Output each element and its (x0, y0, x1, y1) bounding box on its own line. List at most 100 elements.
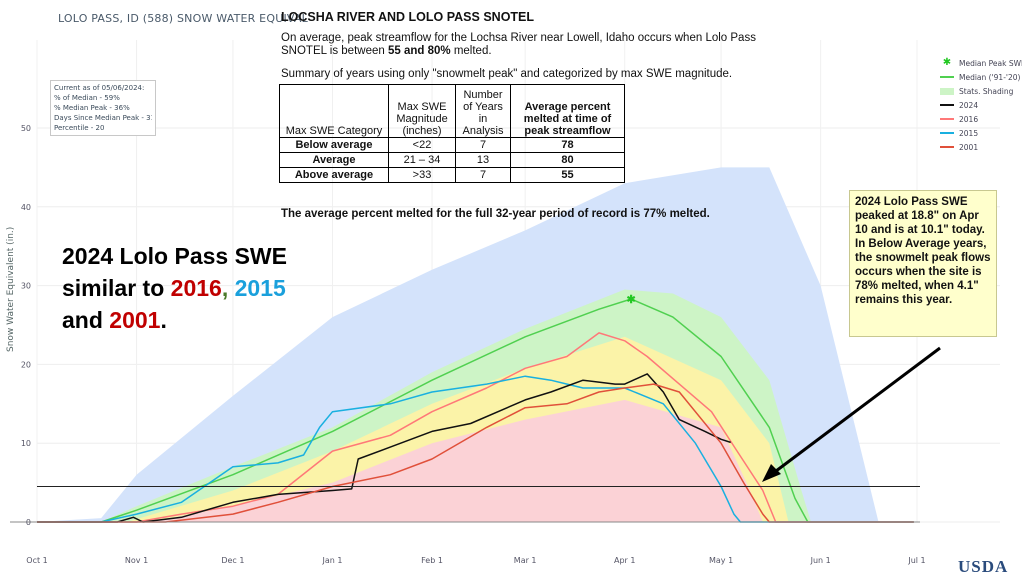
table-row: Average 21 – 34 13 80 (279, 152, 625, 168)
info-description: On average, peak streamflow for the Loch… (281, 32, 801, 58)
legend-item[interactable]: 2001 (940, 140, 1022, 154)
table-cell-percent: 55 (510, 167, 625, 183)
status-date: Current as of 05/06/2024: (54, 84, 145, 92)
legend-item[interactable]: 2016 (940, 112, 1022, 126)
chart-legend[interactable]: ✱ Median Peak SWE Median ('91-'20) Stats. S… (940, 56, 1022, 154)
table-row: Above average >33 7 55 (279, 167, 625, 183)
stat-bands (37, 167, 914, 522)
info-title: LOCSHA RIVER AND LOLO PASS SNOTEL (281, 10, 535, 24)
legend-swatch (940, 104, 954, 106)
desc-text: On average, peak streamflow for the Loch… (281, 32, 756, 57)
legend-swatch (940, 146, 954, 148)
chart-markers: ✱ (627, 294, 941, 482)
legend-item[interactable]: Median ('91-'20) (940, 70, 1022, 84)
legend-label: Stats. Shading (959, 86, 1014, 96)
headline-line-1: 2024 Lolo Pass SWE (62, 243, 287, 269)
legend-item[interactable]: Stats. Shading (940, 84, 1022, 98)
y-tick-label: 50 (21, 124, 31, 133)
table-cell-percent: 78 (510, 137, 625, 153)
x-tick-label: Mar 1 (514, 556, 537, 565)
current-status-box: Current as of 05/06/2024: % of Median - … (50, 80, 156, 136)
series-line-2015 (37, 375, 914, 523)
headline-period: . (160, 307, 167, 333)
status-percent-median-peak: % Median Peak - 36% (54, 104, 130, 112)
reference-line (10, 486, 920, 523)
legend-label: 2015 (959, 128, 979, 138)
chart-title: LOLO PASS, ID (588) SNOW WATER EQUIVAL (58, 12, 308, 25)
table-header-percent: Average percent melted at time of peak s… (510, 84, 625, 138)
x-tick-label: Oct 1 (26, 556, 47, 565)
legend-label: 2024 (959, 100, 979, 110)
x-tick-label: Jul 1 (907, 556, 925, 565)
x-tick-label: Nov 1 (125, 556, 148, 565)
x-tick-label: Apr 1 (614, 556, 635, 565)
table-header-years: Number of Years in Analysis (455, 84, 511, 138)
x-axis-ticks: Oct 1 Nov 1 Dec 1 Jan 1 Feb 1 Mar 1 Apr 1 May 1… (26, 556, 925, 565)
legend-label: 2001 (959, 142, 979, 152)
table-cell-category: Average (279, 152, 389, 168)
info-footer: The average percent melted for the full … (281, 208, 710, 220)
y-tick-label: 10 (21, 439, 31, 448)
y-tick-label: 20 (21, 360, 31, 369)
table-cell-magnitude: <22 (388, 137, 456, 153)
table-cell-magnitude: 21 – 34 (388, 152, 456, 168)
comparison-headline: 2024 Lolo Pass SWE similar to 2016, 2015… (62, 240, 287, 336)
legend-item[interactable]: 2015 (940, 126, 1022, 140)
series-line-2001 (37, 383, 914, 523)
swe-category-table: Max SWE Category Max SWE Magnitude (inch… (279, 84, 625, 183)
status-days-since-peak: Days Since Median Peak - 31 (54, 114, 152, 122)
headline-year-2001: 2001 (109, 307, 161, 333)
headline-comma: , (221, 275, 229, 301)
table-cell-years: 7 (455, 137, 511, 153)
headline-similar: similar to (62, 275, 171, 301)
table-row: Below average <22 7 78 (279, 137, 625, 153)
x-tick-label: Dec 1 (221, 556, 244, 565)
legend-star-icon: ✱ (942, 57, 952, 68)
legend-swatch (940, 76, 954, 78)
status-percent-median: % of Median - 59% (54, 94, 120, 102)
y-tick-label: 40 (21, 203, 31, 212)
callout-note: 2024 Lolo Pass SWE peaked at 18.8" on Ap… (849, 190, 997, 337)
info-summary: Summary of years using only "snowmelt pe… (281, 68, 733, 80)
series-lines (37, 298, 914, 523)
legend-label: Median ('91-'20) (959, 72, 1021, 82)
table-cell-years: 13 (455, 152, 511, 168)
legend-item[interactable]: 2024 (940, 98, 1022, 112)
series-line-median-91-20- (37, 298, 914, 523)
median-peak-marker: ✱ (627, 294, 636, 306)
table-header-category: Max SWE Category (279, 84, 389, 138)
y-axis-ticks: 0 10 20 30 40 50 (21, 124, 31, 527)
band-low (149, 399, 763, 522)
table-header-magnitude: Max SWE Magnitude (inches) (388, 84, 456, 138)
headline-line-3: and 2001. (62, 304, 287, 336)
x-tick-label: May 1 (709, 556, 733, 565)
legend-item[interactable]: ✱ Median Peak SWE (940, 56, 1022, 70)
headline-and: and (62, 307, 110, 333)
callout-arrow (771, 346, 941, 476)
table-cell-category: Below average (279, 137, 389, 153)
desc-tail: melted. (450, 45, 492, 57)
y-axis-label: Snow Water Equivalent (in.) (6, 226, 16, 352)
x-tick-label: Jan 1 (321, 556, 342, 565)
legend-swatch (940, 132, 954, 134)
headline-line-2: similar to 2016, 2015 (62, 272, 287, 304)
table-cell-category: Above average (279, 167, 389, 183)
series-line-2016 (37, 332, 914, 523)
x-tick-label: Feb 1 (421, 556, 443, 565)
y-tick-label: 30 (21, 282, 31, 291)
x-tick-label: Jun 1 (810, 556, 831, 565)
table-cell-percent: 80 (510, 152, 625, 168)
legend-label: Median Peak SWE (959, 58, 1022, 68)
legend-swatch (940, 118, 954, 120)
series-line-2024 (37, 373, 731, 523)
y-tick-label: 0 (26, 518, 31, 527)
table-cell-years: 7 (455, 167, 511, 183)
status-percentile: Percentile - 20 (54, 124, 105, 132)
headline-year-2015: 2015 (234, 275, 286, 301)
callout-arrowhead (762, 464, 781, 482)
headline-year-2016: 2016 (170, 275, 222, 301)
table-cell-magnitude: >33 (388, 167, 456, 183)
legend-swatch (940, 87, 954, 95)
usda-logo: USDA (958, 557, 1009, 576)
